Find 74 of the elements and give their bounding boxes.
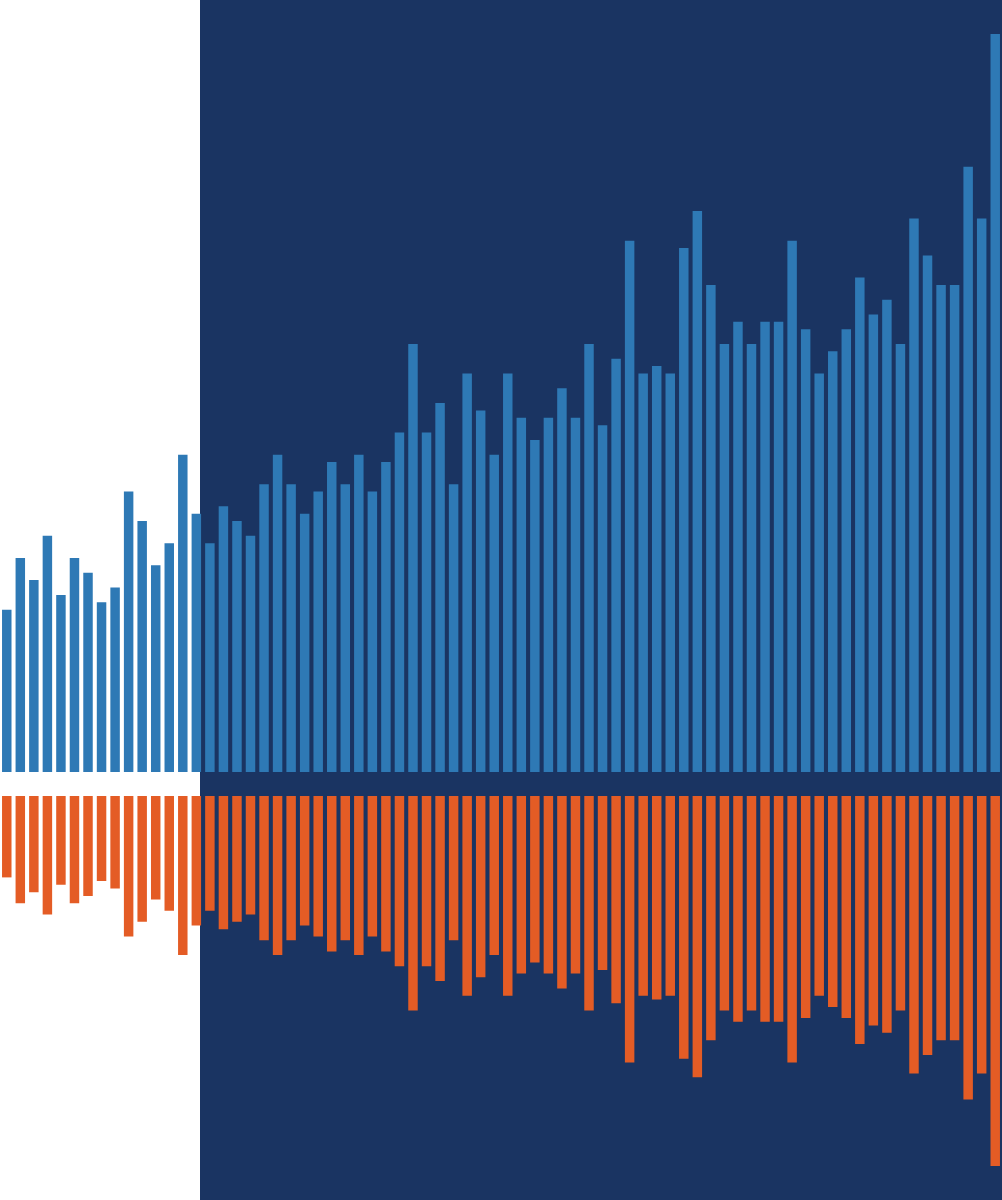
bar [624,240,635,772]
bar [909,218,919,772]
bar [408,343,418,772]
bar [611,358,621,772]
bar [205,543,215,772]
bar [503,373,513,772]
bar [435,403,445,772]
bar [150,565,161,772]
bar [110,587,120,772]
bar [530,439,540,772]
bar [286,484,296,772]
bar [868,314,879,772]
bar [543,417,554,772]
bar [855,277,865,772]
bar [137,521,147,772]
bar [882,299,892,772]
bar [232,521,242,772]
bar [733,321,743,772]
bar [597,425,608,772]
bar [936,284,946,772]
bar [83,572,93,772]
bar [746,343,757,772]
bar [245,535,256,772]
bar [164,543,174,772]
bar [448,484,459,772]
bar [42,535,53,772]
bar [719,343,730,772]
bar [313,491,323,772]
bar [2,609,12,772]
bar [272,454,283,772]
bar [259,484,269,772]
bar [760,321,770,772]
bar [800,329,811,772]
bar [679,248,689,772]
bar [218,506,229,772]
bar [638,373,648,772]
bar [299,513,310,772]
bar [976,218,987,772]
bar [814,373,824,772]
bar [570,417,581,772]
bar [394,432,405,772]
bar [354,454,364,772]
bar [949,284,960,772]
bar [651,366,662,772]
bar [69,557,80,772]
bar [963,166,973,772]
bar [922,255,933,772]
bar [178,454,188,772]
bar [841,329,852,772]
bar [56,594,66,772]
bar [96,602,107,772]
bar [421,432,432,772]
bar [787,240,797,772]
bar [367,491,378,772]
bar [706,284,716,772]
bar [123,491,134,772]
bar [327,462,337,772]
bar [665,373,675,772]
bar [381,462,391,772]
bar [773,321,784,772]
bar [557,388,567,772]
bar [340,484,351,772]
bar [462,373,472,772]
bar [191,513,202,772]
bar [895,343,906,772]
bar [29,580,39,772]
bar [489,454,499,772]
bar [516,417,527,772]
bar [990,34,1000,772]
bar [475,410,486,772]
bar [15,557,26,772]
bar [828,351,838,772]
bar [584,343,594,772]
bar [692,211,703,772]
